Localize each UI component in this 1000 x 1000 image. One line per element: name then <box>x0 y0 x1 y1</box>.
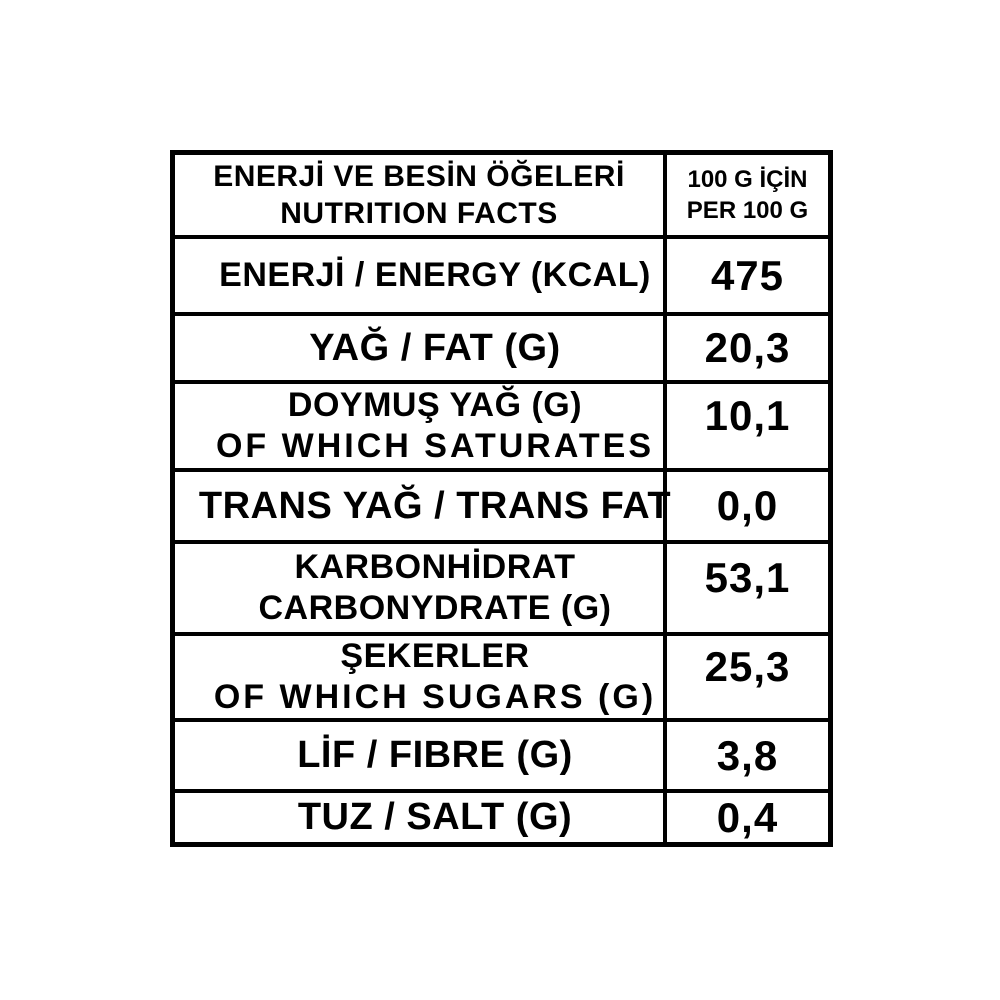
carbohydrate-value-cell: 53,1 <box>667 544 828 632</box>
trans-fat-label-cell: TRANS YAĞ / TRANS FAT <box>175 472 671 540</box>
sugars-value: 25,3 <box>704 643 791 690</box>
row-fibre: LİF / FIBRE (G) 3,8 <box>175 718 828 789</box>
sugars-label-cell: ŞEKERLER OF WHICH SUGARS (G) <box>175 636 667 718</box>
saturates-label-line2: OF WHICH SATURATES <box>215 427 655 465</box>
energy-value: 475 <box>710 251 785 299</box>
header-title-line1: ENERJİ VE BESİN ÖĞELERİ <box>213 160 625 193</box>
header-unit-line1: 100 G İÇİN <box>687 166 808 193</box>
salt-value: 0,4 <box>716 793 779 841</box>
header-row: ENERJİ VE BESİN ÖĞELERİ NUTRITION FACTS … <box>175 155 828 235</box>
row-trans-fat: TRANS YAĞ / TRANS FAT 0,0 <box>175 468 828 540</box>
salt-label-cell: TUZ / SALT (G) <box>175 793 667 842</box>
trans-fat-label: TRANS YAĞ / TRANS FAT <box>198 484 672 527</box>
row-salt: TUZ / SALT (G) 0,4 <box>175 789 828 842</box>
fibre-label: LİF / FIBRE (G) <box>297 734 573 776</box>
saturates-value-cell: 10,1 <box>667 384 828 468</box>
salt-value-cell: 0,4 <box>667 793 828 842</box>
sugars-value-cell: 25,3 <box>667 636 828 718</box>
carbohydrate-label-cell: KARBONHİDRAT CARBONYDRATE (G) <box>175 544 667 632</box>
row-saturates: DOYMUŞ YAĞ (G) OF WHICH SATURATES 10,1 <box>175 380 828 468</box>
row-carbohydrate: KARBONHİDRAT CARBONYDRATE (G) 53,1 <box>175 540 828 632</box>
sugars-label-line2: OF WHICH SUGARS (G) <box>213 678 657 716</box>
row-fat: YAĞ / FAT (G) 20,3 <box>175 312 828 380</box>
fat-label-cell: YAĞ / FAT (G) <box>175 316 667 380</box>
row-energy: ENERJİ / ENERGY (KCAL) 475 <box>175 235 828 312</box>
header-title-line2: NUTRITION FACTS <box>280 197 558 230</box>
carbohydrate-label-line2: CARBONYDRATE (G) <box>258 589 612 627</box>
energy-value-cell: 475 <box>667 239 828 312</box>
fat-value: 20,3 <box>704 324 791 371</box>
carbohydrate-label-line1: KARBONHİDRAT <box>294 548 576 586</box>
sugars-label-line1: ŞEKERLER <box>340 637 530 675</box>
energy-label-cell: ENERJİ / ENERGY (KCAL) <box>175 239 667 312</box>
energy-label: ENERJİ / ENERGY (KCAL) <box>219 256 651 294</box>
carbohydrate-value: 53,1 <box>704 554 791 601</box>
trans-fat-value: 0,0 <box>716 482 779 529</box>
fibre-label-cell: LİF / FIBRE (G) <box>175 722 667 789</box>
header-unit-line2: PER 100 G <box>686 197 809 224</box>
saturates-label-line1: DOYMUŞ YAĞ (G) <box>287 386 583 424</box>
trans-fat-value-cell: 0,0 <box>667 472 828 540</box>
fat-label: YAĞ / FAT (G) <box>309 326 561 369</box>
fibre-value-cell: 3,8 <box>667 722 828 789</box>
fibre-value: 3,8 <box>716 731 779 779</box>
saturates-value: 10,1 <box>704 392 791 439</box>
header-unit-cell: 100 G İÇİN PER 100 G <box>667 155 828 235</box>
saturates-label-cell: DOYMUŞ YAĞ (G) OF WHICH SATURATES <box>175 384 667 468</box>
salt-label: TUZ / SALT (G) <box>297 796 573 838</box>
nutrition-table: ENERJİ VE BESİN ÖĞELERİ NUTRITION FACTS … <box>170 150 833 847</box>
header-title-cell: ENERJİ VE BESİN ÖĞELERİ NUTRITION FACTS <box>175 155 667 235</box>
fat-value-cell: 20,3 <box>667 316 828 380</box>
row-sugars: ŞEKERLER OF WHICH SUGARS (G) 25,3 <box>175 632 828 718</box>
